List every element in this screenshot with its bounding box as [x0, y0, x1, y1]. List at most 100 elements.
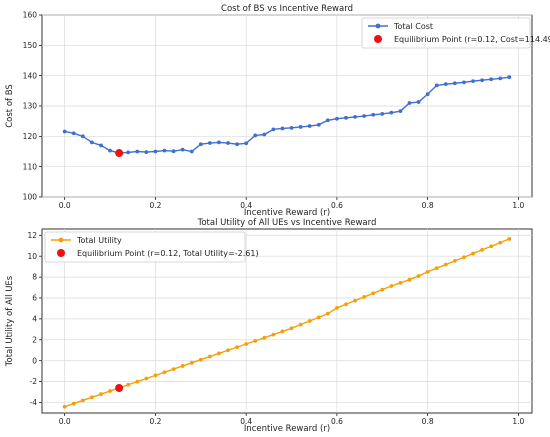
utility-data-point — [62, 404, 67, 409]
cost-data-point — [90, 140, 94, 145]
cost-data-point — [407, 101, 412, 105]
utility-data-point — [108, 389, 112, 393]
utility-plot-frame — [41, 228, 533, 414]
utility-data-point — [416, 274, 421, 278]
cost-data-point — [498, 76, 503, 81]
cost-data-point — [289, 125, 294, 130]
cost-data-point — [62, 129, 67, 134]
cost-data-point — [298, 125, 303, 129]
utility-data-point — [226, 348, 230, 353]
utility-data-point — [434, 266, 439, 271]
x-tick-label: 0.6 — [331, 201, 343, 210]
utility-data-point — [289, 326, 294, 331]
cost-data-point — [253, 133, 258, 138]
cost-y-axis-label: Cost of BS — [5, 84, 15, 128]
utility-data-point — [307, 319, 312, 323]
cost-data-point — [189, 149, 194, 154]
cost-legend-label-equilibrium: Equilibrium Point (r=0.12, Cost=114.49) — [394, 35, 550, 44]
cost-data-point — [380, 111, 385, 116]
utility-data-point — [171, 367, 176, 371]
cost-data-point — [217, 140, 221, 145]
utility-series — [62, 237, 512, 409]
cost-data-point — [353, 115, 357, 119]
cost-data-point — [307, 124, 312, 128]
utility-data-point — [280, 329, 285, 334]
cost-data-point — [425, 92, 430, 97]
utility-data-point — [507, 237, 512, 241]
cost-data-point — [71, 131, 76, 136]
cost-x-axis-label: Incentive Reward (r) — [244, 208, 330, 218]
cost-series — [62, 75, 512, 155]
y-tick-label: 0 — [32, 356, 37, 365]
cost-data-point — [507, 75, 512, 80]
y-tick-label: 160 — [23, 11, 38, 20]
utility-x-axis-label: Incentive Reward (r) — [244, 424, 330, 434]
utility-data-point — [407, 277, 412, 282]
cost-data-point — [389, 110, 394, 115]
y-tick-label: -2 — [30, 377, 38, 386]
cost-y-ticks: 100 110 120 130 140 150 160 — [23, 11, 42, 202]
utility-data-point — [389, 284, 394, 288]
utility-legend-label-equilibrium: Equilibrium Point (r=0.12, Total Utility… — [77, 249, 259, 258]
cost-data-point — [153, 149, 158, 154]
cost-legend-box — [361, 17, 531, 49]
utility-data-point — [253, 338, 258, 343]
utility-data-point — [298, 322, 303, 327]
utility-y-ticks: -4 -2 0 2 4 6 8 10 12 — [27, 231, 42, 407]
cost-data-point — [443, 82, 448, 87]
cost-data-point — [280, 126, 285, 131]
utility-data-point — [71, 401, 76, 406]
utility-data-point — [90, 395, 94, 400]
cost-data-point — [80, 134, 85, 139]
utility-data-point — [189, 360, 194, 365]
utility-chart-title: Total Utility of All UEs vs Incentive Re… — [197, 218, 377, 228]
cost-data-point — [462, 80, 466, 85]
cost-data-point — [489, 77, 494, 82]
y-tick-label: 2 — [32, 335, 37, 344]
cost-data-point — [362, 114, 367, 118]
utility-data-point — [207, 354, 212, 359]
y-tick-label: 12 — [27, 231, 37, 240]
x-tick-label: 0.8 — [422, 417, 434, 426]
cost-data-point — [398, 109, 403, 114]
utility-data-point — [452, 258, 457, 263]
x-tick-label: 0.8 — [422, 201, 434, 210]
cost-legend-equilibrium-marker — [374, 35, 382, 43]
utility-equilibrium-marker — [115, 384, 124, 393]
utility-data-point — [153, 373, 158, 378]
utility-data-point — [335, 306, 339, 310]
cost-data-point — [471, 79, 475, 84]
utility-data-point — [235, 345, 239, 350]
cost-legend-marker — [375, 23, 381, 29]
cost-data-point — [262, 132, 267, 137]
utility-data-point — [162, 370, 167, 375]
cost-chart: Cost of BS vs Incentive Reward 0.0 0.2 0.4… — [5, 4, 550, 218]
cost-data-point — [371, 112, 376, 117]
utility-equilibrium-point — [115, 384, 124, 393]
y-tick-label: 130 — [23, 102, 38, 111]
cost-data-point — [162, 148, 167, 153]
y-tick-label: 10 — [27, 252, 37, 261]
cost-data-point — [171, 149, 176, 154]
utility-data-point — [198, 357, 203, 362]
y-tick-label: 100 — [23, 193, 38, 202]
utility-data-point — [144, 376, 149, 381]
utility-data-point — [462, 255, 466, 260]
cost-data-point — [99, 143, 103, 148]
utility-data-point — [498, 240, 503, 245]
y-tick-label: 6 — [32, 294, 37, 303]
utility-chart: Total Utility of All UEs vs Incentive Re… — [5, 218, 533, 434]
cost-equilibrium-point — [115, 149, 124, 158]
y-tick-label: 120 — [23, 132, 38, 141]
cost-data-point — [144, 150, 149, 155]
cost-data-point — [271, 127, 276, 132]
cost-data-point — [135, 149, 140, 154]
utility-data-point — [180, 364, 185, 368]
utility-data-point — [443, 262, 448, 267]
utility-data-point — [80, 398, 85, 403]
y-tick-label: 110 — [23, 162, 38, 171]
utility-data-point — [398, 280, 403, 285]
cost-legend: Total Cost Equilibrium Point (r=0.12, Co… — [361, 17, 550, 49]
utility-y-axis-label: Total Utility of All UEs — [5, 275, 15, 367]
